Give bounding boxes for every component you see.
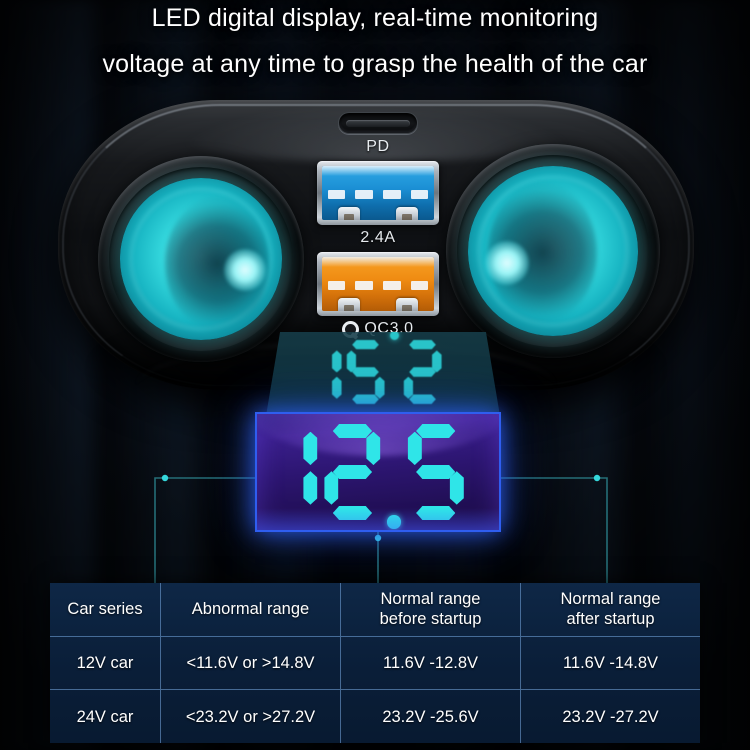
segment-g [352,367,379,377]
segment-g [416,465,455,479]
table-header-car-series: Car series [67,600,143,619]
led-reflection-digits [266,332,500,414]
usb-a-qc30-leg-right [396,298,418,311]
usb-c-pd-port [338,112,418,134]
usb-a-24a-cavity [322,166,434,220]
cell-24v-after-start: 23.2V -27.2V [520,690,700,744]
segment-f [404,377,414,399]
socket-bore-left [120,178,282,340]
segment-g [333,465,372,479]
usb-a-24a-contacts [327,189,429,199]
socket-hotspot-right [485,240,530,285]
segment-b [366,432,380,465]
socket-arc-left [129,187,273,331]
decimal-point [387,515,401,529]
socket-hotspot-left [223,249,266,292]
segment-b [375,377,385,399]
seven-segment-digit [347,340,385,404]
voltage-reference-table: Car series Abnormal range Normal range b… [50,583,700,744]
led-display-reflection [266,332,500,416]
segment-g [409,367,436,377]
cell-24v-before-start: 23.2V -25.6V [340,690,520,744]
segment-b [303,432,317,465]
cell-12v-abnormal: <11.6V or >14.8V [160,636,340,690]
seven-segment-digit [324,424,380,520]
segment-d [416,506,455,520]
table-row: 12V car <11.6V or >14.8V 11.6V -12.8V 11… [50,635,700,690]
port-stack: PD 2.4A [302,112,454,338]
segment-c [432,350,442,372]
table-header-abnormal: Abnormal range [160,583,340,636]
socket-bore-right [468,166,638,336]
cigarette-lighter-socket-right [446,144,660,358]
segment-c [332,350,342,372]
headline-line-1: LED digital display, real-time monitorin… [151,4,599,32]
cell-24v-abnormal: <23.2V or >27.2V [160,690,340,744]
segment-d [352,340,379,350]
socket-arc-right [478,176,628,326]
usb-a-qc30-port [317,252,439,316]
segment-c [450,471,464,504]
usb-c-pd-label: PD [366,138,390,155]
usb-a-24a-top-edge [322,166,434,176]
led-display-digits [257,414,499,530]
table-row: 24V car <23.2V or >27.2V 23.2V -25.6V 23… [50,689,700,744]
seven-segment-digit [324,340,341,404]
segment-a [416,424,455,438]
cell-12v-series: 12V car [76,653,134,672]
table-header-row: Car series Abnormal range Normal range b… [50,583,700,636]
usb-a-qc30-contacts [327,280,429,290]
usb-a-qc30-leg-left [338,298,360,311]
seven-segment-digit [404,340,442,404]
seven-segment-digit [408,424,464,520]
decimal-point [389,332,399,340]
segment-b [332,377,342,399]
table-header-after-start: Normal range after startup [520,583,700,636]
usb-a-24a-port [317,161,439,225]
segment-d [333,506,372,520]
segment-a [333,424,372,438]
cell-12v-after-start: 11.6V -14.8V [520,636,700,690]
cell-24v-series: 24V car [76,707,134,726]
segment-a [409,395,436,405]
usb-a-24a-leg-right [396,207,418,220]
led-voltage-display [255,412,501,532]
segment-d [409,340,436,350]
segment-f [408,432,422,465]
table-header-before-start: Normal range before startup [340,583,520,636]
seven-segment-digit [292,424,317,520]
usb-a-24a-label: 2.4A [360,229,396,246]
led-panel-bottom-glow [257,508,499,530]
usb-a-qc30-cavity [322,257,434,311]
headline-line-2: voltage at any time to grasp the health … [102,50,648,78]
cigarette-lighter-socket-left [98,156,304,362]
segment-c [303,471,317,504]
usb-a-24a-leg-left [338,207,360,220]
segment-e [324,471,338,504]
usb-a-qc30-top-edge [322,257,434,267]
segment-a [352,395,379,405]
segment-e [347,350,357,372]
cell-12v-before-start: 11.6V -12.8V [340,636,520,690]
